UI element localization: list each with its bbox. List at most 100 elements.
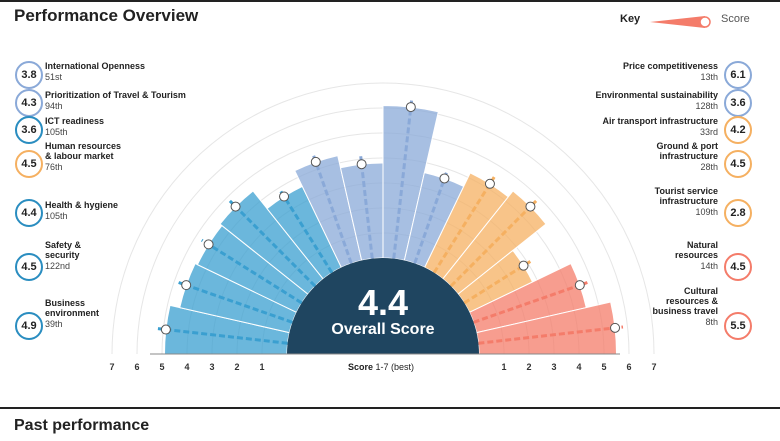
pillar-name: Air transport infrastructure: [602, 116, 718, 126]
pillar-name-line1: Tourist service: [654, 186, 718, 196]
key-label: Key: [620, 13, 641, 25]
pillar-rank: 13th: [700, 72, 718, 82]
score-badge: 3.8: [15, 61, 43, 89]
pillar-score-dot: [525, 201, 536, 212]
pillar-name-line1: Ground & port: [656, 141, 719, 151]
score-badge: 4.4: [15, 199, 43, 227]
pillar-score-dot: [279, 191, 290, 202]
pillar-name-line1: Natural: [686, 240, 718, 250]
pillar-name-line1: Human resources: [45, 141, 122, 151]
score-badge: 4.5: [15, 253, 43, 281]
pillar-marker-line: [473, 281, 588, 324]
pillar-rank: 39th: [45, 319, 63, 329]
axis-tick-label: 6: [134, 362, 140, 372]
past-performance-heading: Past performance: [14, 417, 150, 434]
pillar-name: Price competitiveness: [622, 61, 718, 71]
key-dot-icon: [699, 16, 711, 28]
axis-title: Score 1-7 (best): [348, 362, 414, 372]
score-badge: 3.6: [724, 89, 752, 117]
pillar-score-dot: [484, 178, 495, 189]
pillar-rank: 105th: [45, 211, 68, 221]
pillar-score-dot: [310, 156, 321, 167]
pillar-marker-line: [449, 199, 538, 288]
axis-tick-label: 3: [551, 362, 557, 372]
axis-tick-label: 7: [109, 362, 115, 372]
overall-score-label: Overall Score: [331, 321, 435, 338]
pillar-marker-line: [359, 156, 374, 259]
axis-title-range: 1-7 (best): [375, 362, 415, 372]
score-badge: 4.3: [15, 89, 43, 117]
pillar-marker-line: [228, 199, 317, 288]
label-prioritization: Prioritization of Travel & Tourism 94th: [45, 90, 186, 111]
axis-tick-label: 5: [159, 362, 165, 372]
pillar-score-dot: [610, 322, 621, 333]
pillar-rank: 94th: [45, 101, 63, 111]
pillar-rank: 76th: [45, 162, 63, 172]
axis-tick-label: 4: [184, 362, 190, 372]
pillar-name: International Openness: [45, 61, 146, 71]
pillar-marker-line: [157, 327, 288, 345]
score-badge: 5.5: [724, 312, 752, 340]
label-international-openness: International Openness 51st: [45, 61, 145, 82]
label-health-hygiene: Health & hygiene 105th: [45, 200, 118, 221]
page-title: Performance Overview: [14, 6, 199, 25]
pillar-marker-line: [178, 281, 293, 324]
axis-tick-label: 6: [626, 362, 632, 372]
label-cultural-resources: Cultural resources & business travel 8th: [560, 286, 718, 327]
label-air-transport: Air transport infrastructure 33rd: [560, 116, 718, 137]
section-rule: [0, 407, 780, 409]
key-score-label: Score: [721, 13, 750, 25]
pillar-name-line2: infrastructure: [659, 151, 718, 161]
label-environmental-sustainability: Environmental sustainability 128th: [560, 90, 718, 111]
pillar-marker-line: [278, 188, 334, 274]
grid-arc: [111, 82, 655, 355]
pillar-marker-line: [478, 325, 624, 345]
label-natural-resources: Natural resources 14th: [560, 240, 718, 271]
axis-tick-label: 4: [576, 362, 582, 372]
axis-tick-label: 7: [651, 362, 657, 372]
label-business-environment: Business environment 39th: [45, 298, 99, 329]
pillar-score-dot: [181, 280, 192, 291]
axis-tick-label: 1: [501, 362, 507, 372]
axis-tick-label: 1: [259, 362, 265, 372]
key-wedge-icon: [650, 16, 705, 28]
axis-title-main: Score: [348, 362, 374, 372]
score-badge: 2.8: [724, 199, 752, 227]
pillar-marker-line: [201, 238, 303, 305]
pillar-score-dot: [518, 260, 529, 271]
pillar-score-dot: [356, 159, 367, 170]
pillar-name-line2: & labour market: [45, 151, 114, 161]
pillar-marker-line: [311, 153, 353, 264]
top-rule: [0, 0, 780, 2]
pillar-score-dot: [203, 239, 214, 250]
pillar-name-line3: business travel: [652, 306, 718, 316]
axis-tick-label: 5: [601, 362, 607, 372]
pillar-rank: 33rd: [699, 127, 718, 137]
label-tourist-service: Tourist service infrastructure 109th: [560, 186, 718, 217]
pillar-rank: 51st: [45, 72, 63, 82]
pillar-name-line1: Business: [45, 298, 86, 308]
pillar-name-line2: resources: [674, 250, 718, 260]
label-human-resources: Human resources & labour market 76th: [45, 141, 121, 172]
pillar-score-dot: [230, 201, 241, 212]
pillar-score-dot: [160, 324, 171, 335]
pillar-score-dot: [574, 280, 585, 291]
center-dial: [287, 258, 479, 354]
score-badge: 4.5: [724, 253, 752, 281]
score-badge: 4.9: [15, 312, 43, 340]
overall-score-value: 4.4: [357, 282, 409, 323]
label-price-competitiveness: Price competitiveness 13th: [560, 61, 718, 82]
score-badge: 4.5: [15, 150, 43, 178]
pillar-name-line2: security: [45, 250, 80, 260]
pillar-marker-line: [432, 176, 496, 274]
score-badge: 4.2: [724, 116, 752, 144]
pillar-rank: 105th: [45, 127, 68, 137]
pillar-name: ICT readiness: [45, 116, 105, 126]
pillar-name: Environmental sustainability: [595, 90, 718, 100]
label-ground-port: Ground & port infrastructure 28th: [560, 141, 719, 172]
pillar-rank: 122nd: [45, 261, 71, 271]
pillar-rank: 128th: [695, 101, 718, 111]
pillar-score-dot: [439, 173, 450, 184]
pillar-marker-line: [413, 170, 449, 264]
